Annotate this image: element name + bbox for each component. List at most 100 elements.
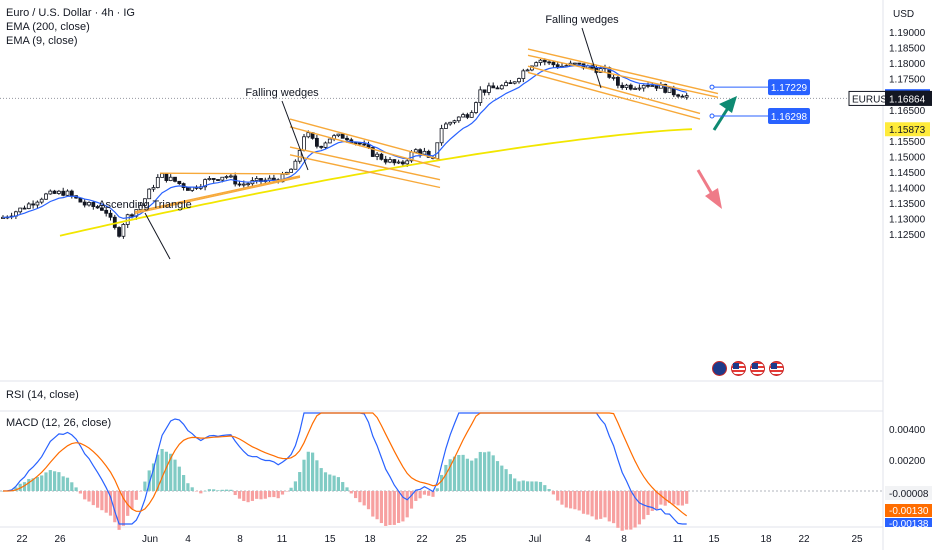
macd-label[interactable]: MACD (12, 26, close) bbox=[6, 417, 112, 429]
macd-histogram-bar bbox=[272, 491, 276, 498]
bull-candle bbox=[525, 69, 530, 72]
bull-candle bbox=[504, 82, 509, 87]
macd-histogram-bar bbox=[18, 483, 22, 491]
bull-candle bbox=[633, 88, 637, 90]
macd-histogram-bar bbox=[263, 491, 267, 499]
macd-signal-tag bbox=[885, 504, 932, 517]
wedge1-lower bbox=[289, 146, 441, 181]
bull-candle bbox=[422, 150, 427, 155]
bear-candle bbox=[542, 59, 547, 63]
macd-histogram-bar bbox=[323, 472, 328, 491]
macd-histogram-bar bbox=[452, 456, 457, 491]
macd-histogram-bar bbox=[126, 491, 130, 516]
bull-candle bbox=[160, 173, 165, 178]
bear-candle bbox=[271, 177, 276, 181]
macd-histogram-bar bbox=[401, 491, 405, 522]
bull-candle bbox=[151, 187, 156, 190]
bear-candle bbox=[216, 179, 220, 181]
macd-histogram-bar bbox=[57, 472, 61, 491]
macd-histogram-bar bbox=[216, 490, 220, 491]
bull-candle bbox=[65, 190, 70, 196]
bear-candle bbox=[82, 201, 87, 206]
macd-histogram-bar bbox=[685, 491, 689, 504]
macd-histogram-bar bbox=[259, 491, 263, 500]
macd-histogram-bar bbox=[418, 491, 422, 499]
macd-histogram-bar bbox=[345, 487, 349, 491]
macd-histogram-bar bbox=[203, 490, 207, 492]
price-tick-label: 1.18500 bbox=[889, 44, 926, 55]
bull-candle bbox=[246, 183, 251, 186]
macd-histogram-bar bbox=[78, 491, 82, 494]
bull-candle bbox=[48, 190, 53, 195]
bull-candle bbox=[573, 62, 577, 65]
macd-histogram-bar bbox=[354, 491, 358, 499]
macd-histogram-bar bbox=[405, 491, 409, 518]
macd-histogram-bar bbox=[14, 487, 18, 491]
us-flag-icon[interactable] bbox=[731, 361, 746, 376]
bull-candle bbox=[87, 202, 91, 206]
macd-histogram-bar bbox=[302, 459, 306, 491]
bull-candle bbox=[534, 62, 539, 67]
bull-candle bbox=[327, 138, 332, 144]
time-tick-label: Jun bbox=[142, 534, 158, 545]
macd-histogram-bar bbox=[422, 491, 426, 495]
bull-candle bbox=[478, 89, 483, 104]
eu-flag-icon[interactable] bbox=[712, 361, 727, 376]
bear-candle bbox=[392, 159, 397, 164]
bear-candle bbox=[628, 84, 633, 90]
macd-histogram-bar bbox=[289, 487, 293, 491]
macd-histogram-bar bbox=[547, 489, 551, 491]
bull-candle bbox=[142, 198, 147, 206]
bull-candle bbox=[439, 128, 444, 144]
signal-line bbox=[3, 412, 688, 517]
bull-candle bbox=[323, 142, 328, 148]
target-down-tag bbox=[768, 108, 810, 125]
wedge2-upper-2 bbox=[527, 54, 719, 98]
bull-candle bbox=[461, 114, 466, 118]
falling-wedge-label-1: Falling wedges bbox=[245, 87, 319, 99]
bear-candle bbox=[362, 143, 367, 146]
bull-candle bbox=[155, 176, 160, 188]
bear-candle bbox=[95, 206, 100, 209]
us-flag-icon[interactable] bbox=[750, 361, 765, 376]
bull-candle bbox=[452, 120, 457, 123]
macd-histogram-bar bbox=[569, 491, 573, 509]
price-tick-label: 1.17500 bbox=[889, 75, 926, 86]
bear-candle bbox=[465, 114, 470, 118]
macd-histogram-bar bbox=[134, 491, 138, 500]
macd-histogram-bar bbox=[233, 491, 237, 496]
macd-histogram-bar bbox=[147, 470, 151, 491]
rsi-label[interactable]: RSI (14, close) bbox=[6, 389, 79, 401]
macd-histogram-bar bbox=[551, 491, 555, 495]
bull-candle bbox=[448, 121, 453, 125]
bear-candle bbox=[400, 161, 405, 165]
macd-histogram-bar bbox=[319, 468, 323, 491]
target-up-value: 1.17229 bbox=[771, 83, 808, 94]
macd-histogram-bar bbox=[672, 491, 676, 505]
macd-histogram-bar bbox=[577, 491, 581, 511]
macd-histogram-bar bbox=[139, 491, 143, 492]
bear-candle bbox=[31, 203, 36, 206]
bull-candle bbox=[469, 112, 474, 118]
macd-histogram-bar bbox=[332, 475, 336, 491]
bull-candle bbox=[375, 153, 380, 157]
ema200-legend[interactable]: EMA (200, close) bbox=[6, 21, 90, 33]
macd-histogram-bar bbox=[504, 469, 508, 491]
macd-histogram-bar bbox=[629, 491, 633, 530]
symbol-title[interactable]: Euro / U.S. Dollar · 4h · IG bbox=[6, 7, 135, 19]
bear-candle bbox=[680, 95, 685, 98]
price-tick-label: 1.18000 bbox=[889, 59, 926, 70]
macd-histogram-bar bbox=[87, 491, 91, 502]
bear-candle bbox=[616, 76, 620, 86]
wedge2-upper bbox=[527, 48, 719, 95]
us-flag-icon[interactable] bbox=[769, 361, 784, 376]
time-tick-label: 4 bbox=[185, 534, 191, 545]
macd-histogram-bar bbox=[435, 488, 439, 491]
price-tick-label: 1.15500 bbox=[889, 137, 926, 148]
macd-histogram-bar bbox=[177, 466, 181, 491]
ema9-legend[interactable]: EMA (9, close) bbox=[6, 35, 78, 47]
macd-histogram-bar bbox=[285, 491, 289, 492]
bull-candle bbox=[405, 160, 410, 165]
wedge2-lower-2 bbox=[527, 71, 701, 120]
